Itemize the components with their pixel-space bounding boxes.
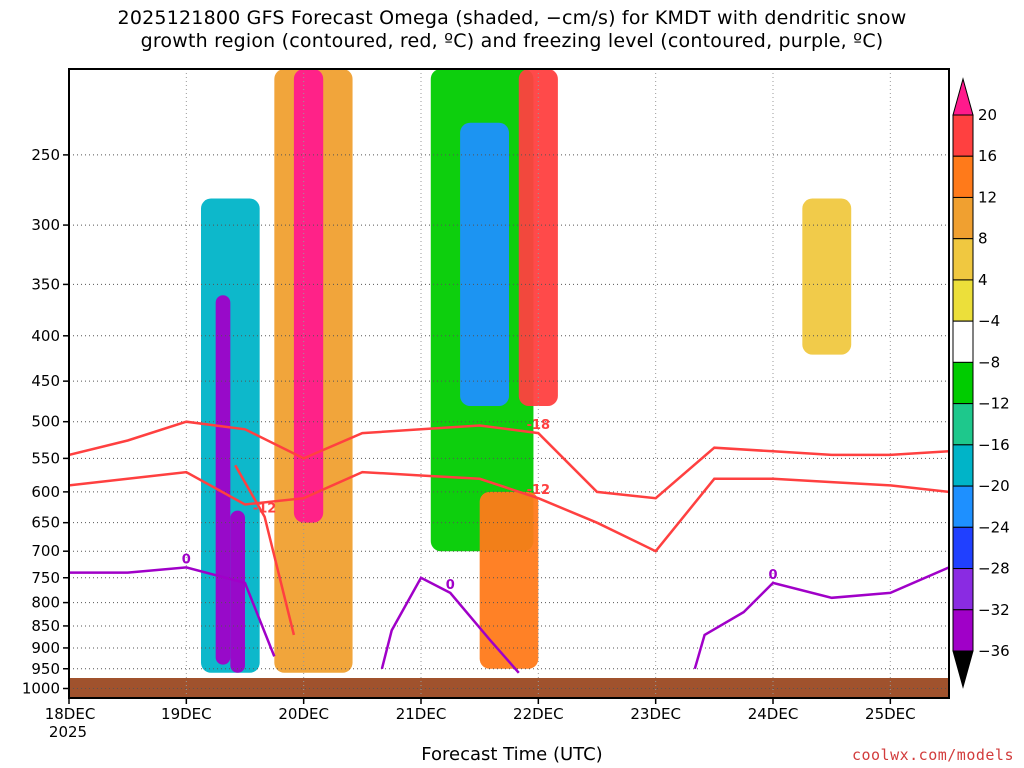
colorbar-band xyxy=(952,238,974,281)
y-tick-label: 250 xyxy=(31,146,60,164)
y-tick-label: 800 xyxy=(31,594,60,612)
omega-feature xyxy=(293,69,324,523)
y-tick-label: 950 xyxy=(31,660,60,678)
colorbar-band xyxy=(952,403,974,446)
colorbar-label: −16 xyxy=(978,436,1010,454)
colorbar-label: −32 xyxy=(978,601,1010,619)
colorbar-band xyxy=(952,196,974,240)
omega-feature xyxy=(215,295,231,665)
y-tick-label: 300 xyxy=(31,216,60,234)
x-tick-label: 23DEC xyxy=(630,705,681,723)
x-tick-label: 25DEC xyxy=(865,705,916,723)
colorbar-label: −28 xyxy=(978,560,1010,578)
y-tick-label: 750 xyxy=(31,569,60,587)
contour-lines: -18 -12 -12 0 0 0 xyxy=(69,418,949,674)
colorbar-label: 8 xyxy=(978,230,988,248)
omega-feature xyxy=(362,69,421,648)
colorbar-label: 16 xyxy=(978,147,997,165)
x-tick-label: 24DEC xyxy=(748,705,799,723)
colorbar-band xyxy=(952,279,974,322)
chart-title-line-1: 2025121800 GFS Forecast Omega (shaded, −… xyxy=(117,7,907,29)
x-tick-label: 21DEC xyxy=(396,705,447,723)
plot-frame xyxy=(68,68,950,699)
colorbar-label: −4 xyxy=(978,312,1000,330)
x-tick-sublabel: 2025 xyxy=(49,723,87,741)
contour-label: -12 xyxy=(527,483,551,498)
x-axis-title: Forecast Time (UTC) xyxy=(421,744,603,765)
contour-label: 0 xyxy=(182,552,191,567)
y-tick-label: 550 xyxy=(31,449,60,467)
contour-line xyxy=(69,470,949,553)
colorbar-band xyxy=(952,568,974,611)
contour-label: 0 xyxy=(768,568,777,583)
colorbar-band xyxy=(952,609,974,652)
contour-line xyxy=(380,576,520,674)
colorbar-label: −8 xyxy=(978,353,1000,371)
y-tick-label: 450 xyxy=(31,372,60,390)
contour-label: 0 xyxy=(446,578,455,593)
omega-feature xyxy=(802,198,852,355)
y-tick-label: 350 xyxy=(31,275,60,293)
contour-label: -18 xyxy=(527,418,551,433)
y-tick-label: 850 xyxy=(31,617,60,635)
colorbar-label: −20 xyxy=(978,477,1010,495)
colorbar-label: −12 xyxy=(978,395,1010,413)
colorbar-label: 4 xyxy=(978,271,988,289)
x-tick-label: 18DEC xyxy=(45,705,96,723)
colorbar-band xyxy=(952,320,974,363)
omega-feature xyxy=(460,122,509,406)
colorbar-label: 20 xyxy=(978,106,997,124)
y-tick-label: 900 xyxy=(31,639,60,657)
plot-area: -18 -12 -12 0 0 0 xyxy=(68,68,950,699)
y-tick-label: 400 xyxy=(31,327,60,345)
colorbar-band xyxy=(952,114,974,157)
colorbar-bottom-arrow xyxy=(952,650,974,689)
contour-line xyxy=(234,464,296,636)
x-tick-label: 19DEC xyxy=(161,705,212,723)
y-tick-label: 700 xyxy=(31,542,60,560)
colorbar-label: −36 xyxy=(978,642,1010,660)
omega-feature xyxy=(479,491,539,669)
colorbar-legend: 20 16 12 8 4 −4 −8 −12 −16 −20 −24 −28 −32 −36 xyxy=(952,77,1010,689)
omega-shaded-field xyxy=(201,69,852,673)
contour-line xyxy=(69,420,949,500)
y-tick-label: 500 xyxy=(31,413,60,431)
x-tick-label: 20DEC xyxy=(278,705,329,723)
omega-feature xyxy=(230,510,245,673)
y-axis: 250 300 350 400 450 500 550 600 650 700 750 800 850 9… xyxy=(22,146,69,697)
credit-link[interactable]: coolwx.com/models xyxy=(851,746,1014,764)
contour-line xyxy=(69,566,276,657)
colorbar-top-arrow xyxy=(952,77,974,116)
colorbar-band xyxy=(952,155,974,198)
y-tick-label: 600 xyxy=(31,483,60,501)
x-tick-label: 22DEC xyxy=(513,705,564,723)
contour-line xyxy=(693,566,949,670)
contour-label: -12 xyxy=(253,502,277,517)
colorbar-label: 12 xyxy=(978,188,997,206)
chart-title-line-2: growth region (contoured, red, ºC) and f… xyxy=(140,30,884,52)
colorbar-label: −24 xyxy=(978,518,1010,536)
y-tick-label: 1000 xyxy=(22,679,60,697)
omega-feature xyxy=(685,284,715,626)
colorbar-band xyxy=(952,444,974,487)
colorbar-band xyxy=(952,485,974,528)
colorbar-band xyxy=(952,526,974,570)
colorbar-band xyxy=(952,361,974,405)
y-tick-label: 650 xyxy=(31,514,60,532)
